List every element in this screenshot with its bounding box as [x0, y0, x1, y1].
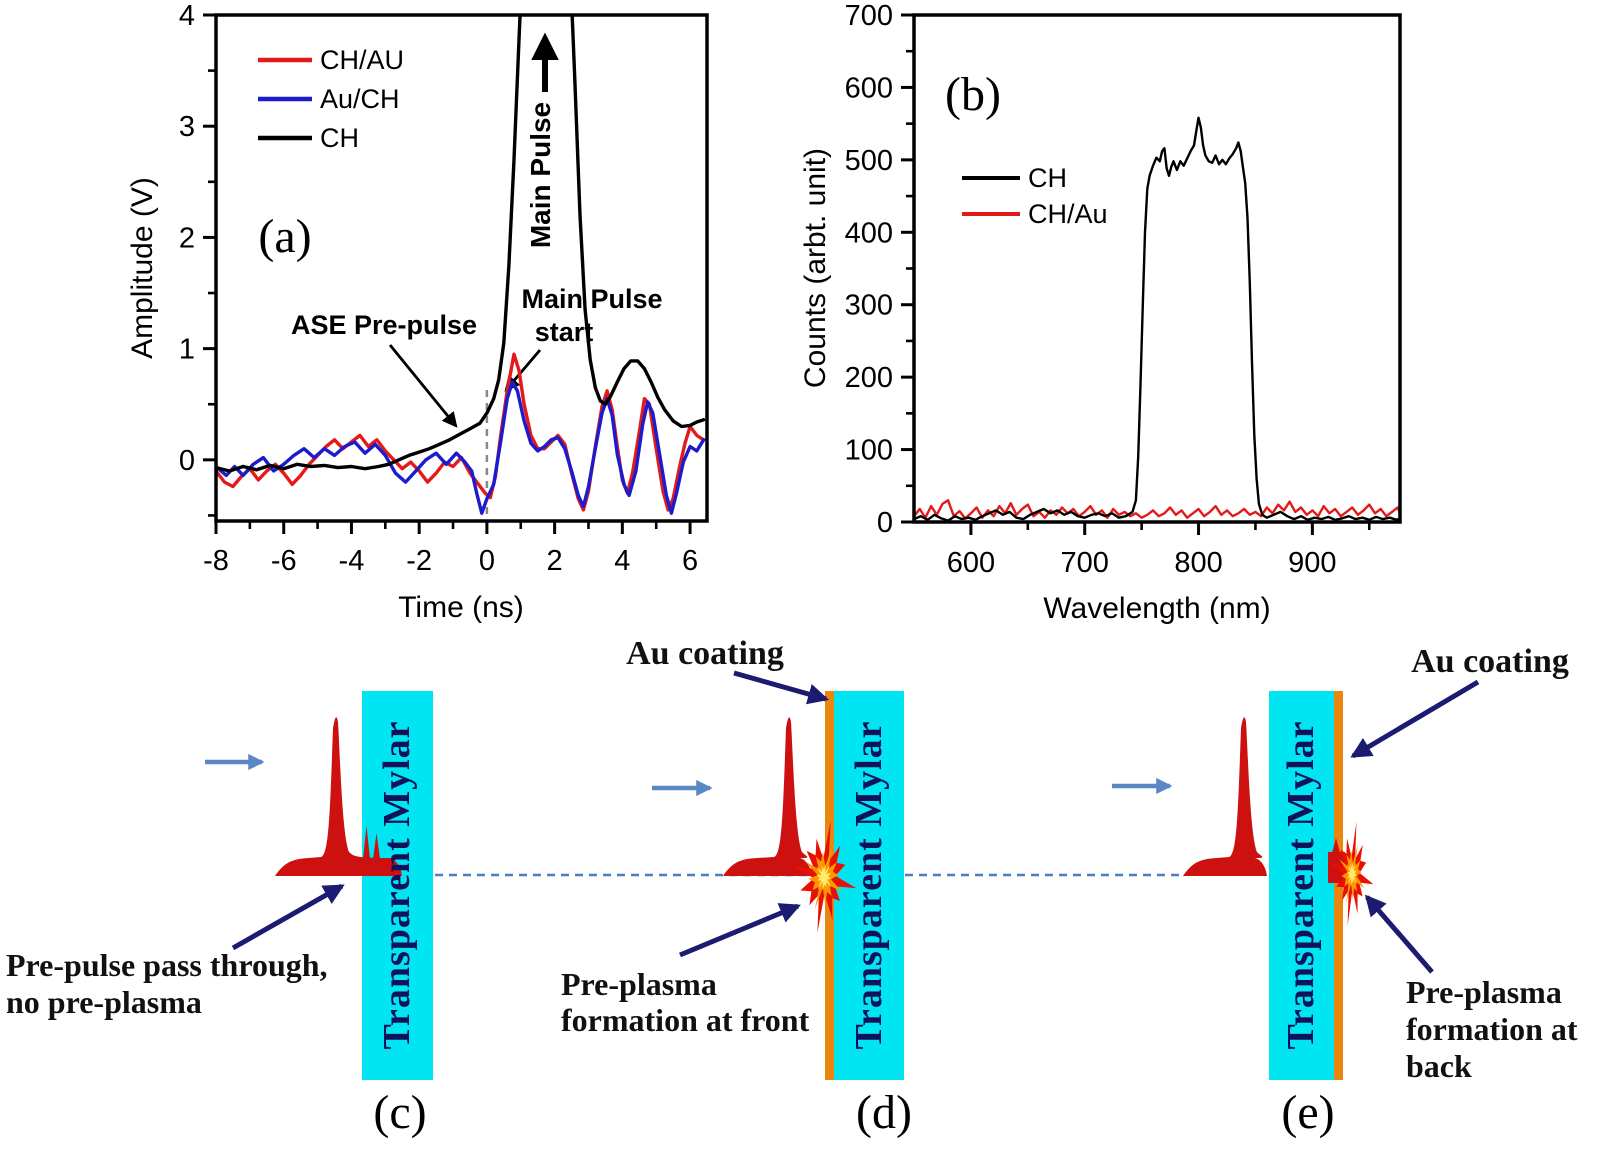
y-tick-label: 4: [179, 0, 195, 32]
legend-a-label-ch: CH: [320, 123, 359, 153]
preplasma-annotation-arrow-e: [1364, 894, 1434, 974]
mylar-label-e: Transparent Mylar: [1280, 720, 1322, 1049]
chart-a-xlabel: Time (ns): [398, 591, 524, 624]
ase-prepulse-arrow: [388, 344, 458, 428]
x-tick-label: 2: [547, 545, 563, 577]
main-pulse-start-annotation-line1: Main Pulse: [521, 284, 662, 314]
chart-b-ylabel: Counts (arbt. unit): [799, 148, 832, 388]
plot-frame-a: [214, 13, 709, 523]
y-tick-label: 0: [877, 507, 893, 539]
y-tick-label: 400: [845, 217, 893, 249]
chart-b-xlabel: Wavelength (nm): [1043, 592, 1270, 625]
chart-a-labels: Amplitude (V) Time (ns) (a) CH/AU Au/CH …: [126, 32, 663, 624]
legend-b-label-chau: CH/Au: [1028, 199, 1108, 229]
x-tick-label: 800: [1174, 547, 1222, 579]
transmitted-prepulse-spike-2: [373, 833, 380, 859]
laser-pulse-shape: [275, 717, 402, 876]
transmitted-pulse-spike-e: [1332, 838, 1340, 853]
series-Au-CH: [216, 380, 706, 515]
prepulse-annotation-line2: no pre-plasma: [6, 984, 202, 1020]
legend-a-label-chau: CH/AU: [320, 45, 404, 75]
y-tick-label: 700: [845, 0, 893, 32]
x-tick-label: 4: [614, 545, 630, 577]
preplasma-annotation-arrow-d: [679, 903, 801, 958]
preplasma-annotation-d-line2: formation at front: [561, 1002, 810, 1038]
starburst-layer: [1346, 861, 1357, 887]
x-tick-label: 700: [1061, 547, 1109, 579]
au-coating-label-d: Au coating: [626, 635, 784, 672]
transmitted-prepulse-spike-1: [363, 826, 370, 859]
y-tick-label: 3: [179, 111, 195, 143]
prepulse-annotation-line1: Pre-pulse pass through,: [6, 947, 328, 983]
legend-a-label-auch: Au/CH: [320, 84, 400, 114]
x-tick-label: -2: [406, 545, 432, 577]
chart-a-plot: -8 -6 -4 -2 0 2 4 6 0 1 2 3 4: [179, 0, 709, 577]
y-tick-label: 0: [179, 445, 195, 477]
main-pulse-vertical-annotation: Main Pulse: [525, 102, 556, 248]
preplasma-annotation-e-line1: Pre-plasma: [1406, 974, 1562, 1010]
preplasma-annotation-e-line3: back: [1406, 1048, 1472, 1084]
preplasma-annotation-d-line1: Pre-plasma: [561, 966, 717, 1002]
preplasma-starburst-e: [1330, 821, 1374, 926]
laser-pulse-c: [275, 717, 402, 876]
starburst-layer: [816, 863, 832, 891]
y-tick-label: 200: [845, 362, 893, 394]
chart-a-ylabel: Amplitude (V): [126, 177, 159, 359]
x-tick-label: 600: [947, 547, 995, 579]
series-CH: [216, 15, 706, 473]
diagram-c-panel-letter: (c): [373, 1086, 426, 1139]
x-tick-label: 0: [479, 545, 495, 577]
au-coating-label-e: Au coating: [1411, 643, 1569, 680]
diagram-e-panel-letter: (e): [1281, 1086, 1334, 1139]
ase-prepulse-annotation: ASE Pre-pulse: [291, 310, 477, 340]
series-CH: [914, 116, 1400, 522]
y-tick-label: 300: [845, 290, 893, 322]
laser-pulse-shape: [1183, 717, 1267, 876]
y-tick-label: 2: [179, 222, 195, 254]
main-pulse-start-annotation-line2: start: [535, 317, 594, 347]
x-tick-label: 900: [1288, 547, 1336, 579]
laser-pulse-d: [723, 717, 812, 876]
chart-b-plot: 600 700 800 900 0 100 200 300 400 500 600 700: [845, 0, 1402, 579]
legend-b-label-ch: CH: [1028, 163, 1067, 193]
preplasma-annotation-e-line2: formation at: [1406, 1011, 1578, 1047]
prepulse-annotation-arrow-c: [231, 883, 345, 951]
y-tick-label: 600: [845, 72, 893, 104]
y-tick-label: 1: [179, 334, 195, 366]
au-coating-arrow-e: [1350, 679, 1480, 759]
y-tick-label: 100: [845, 435, 893, 467]
x-tick-label: -8: [203, 545, 229, 577]
x-tick-label: -4: [339, 545, 365, 577]
diagram-d-panel-letter: (d): [856, 1086, 912, 1139]
x-tick-label: -6: [271, 545, 297, 577]
mylar-target-c: [362, 691, 433, 1080]
mylar-target-e: [1269, 691, 1334, 1080]
chart-b-labels: Counts (arbt. unit) Wavelength (nm) (b) …: [799, 68, 1271, 625]
preplasma-starburst-d: [791, 820, 856, 933]
laser-pulse-shape: [723, 717, 812, 876]
x-tick-label: 6: [682, 545, 698, 577]
diagram: Transparent Mylar Pre-pulse pass through…: [6, 635, 1578, 1139]
laser-pulse-e: [1183, 717, 1267, 876]
chart-a-panel-letter: (a): [258, 210, 311, 263]
au-coating-arrow-d: [733, 670, 830, 705]
series-CH-Au: [914, 499, 1400, 520]
y-tick-label: 500: [845, 145, 893, 177]
mylar-label-d: Transparent Mylar: [848, 720, 890, 1049]
mylar-label-c: Transparent Mylar: [376, 720, 418, 1049]
chart-b-panel-letter: (b): [945, 68, 1001, 121]
